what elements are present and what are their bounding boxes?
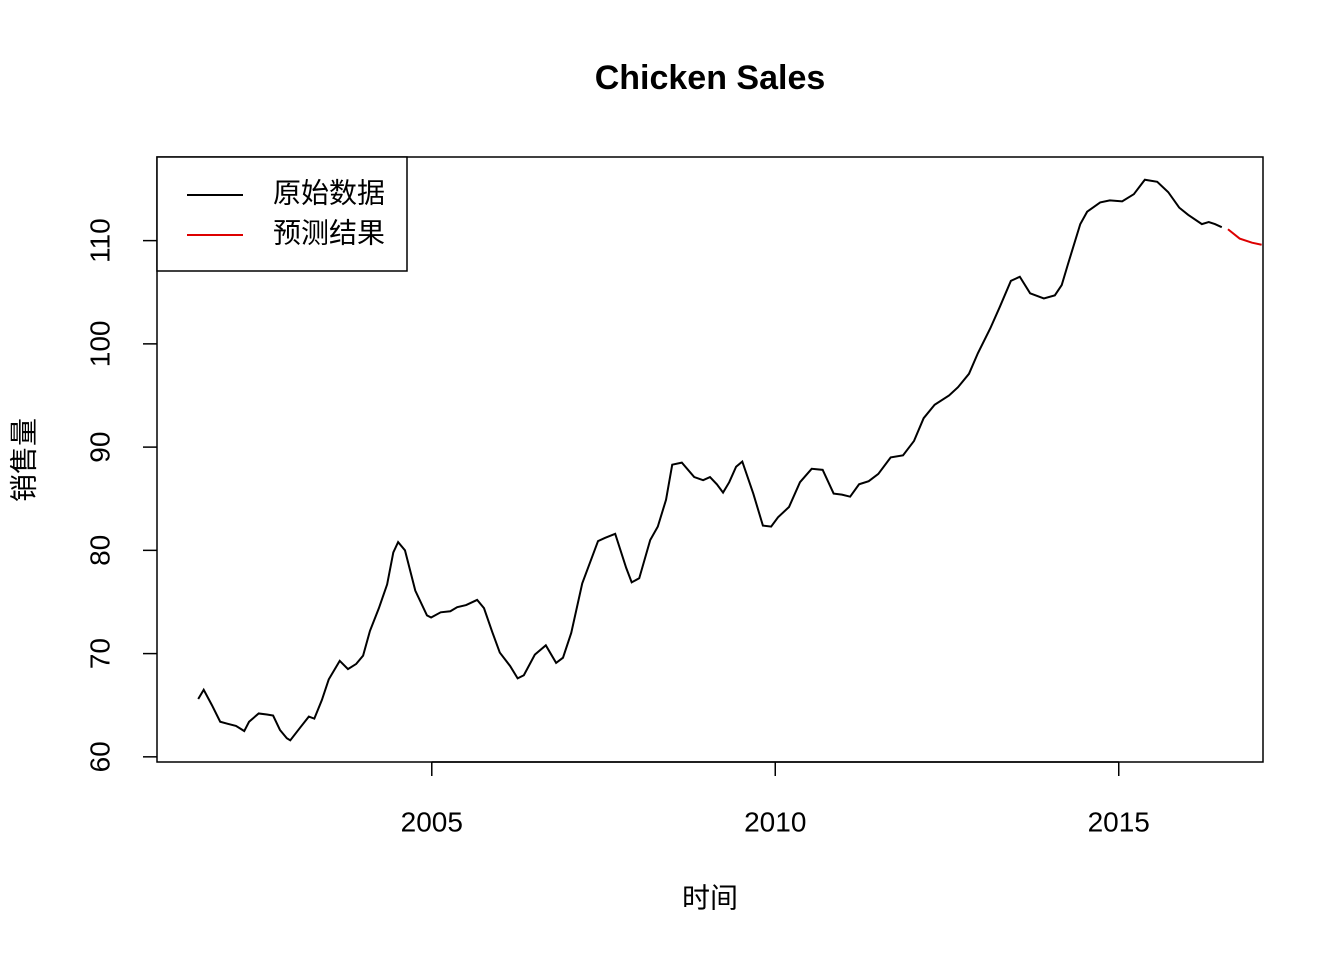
x-tick-label: 2015 [1088, 806, 1150, 837]
y-tick-label: 80 [84, 535, 115, 566]
y-tick-label: 100 [84, 321, 115, 368]
y-tick-label: 110 [84, 218, 115, 263]
x-axis-label: 时间 [682, 882, 738, 913]
legend-label: 预测结果 [273, 217, 385, 248]
y-tick-label: 70 [84, 638, 115, 669]
x-tick-label: 2010 [744, 806, 806, 837]
y-tick-label: 90 [84, 432, 115, 463]
y-axis-label: 销售量 [8, 418, 39, 502]
legend-box [156, 156, 408, 272]
legend-label: 原始数据 [273, 177, 385, 208]
x-tick-label: 2005 [401, 806, 463, 837]
data-line [197, 178, 1223, 742]
y-tick-label: 60 [84, 741, 115, 772]
chart-title: Chicken Sales [595, 59, 826, 97]
data-line [1227, 228, 1262, 246]
